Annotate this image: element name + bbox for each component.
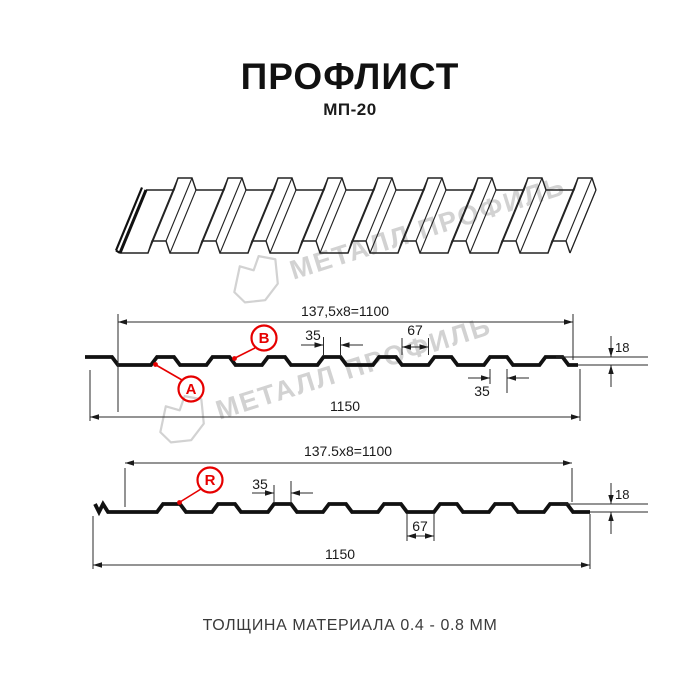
- dimension-label-overall-1150: 1150: [325, 546, 355, 562]
- dimension-label-crest-35: 35: [252, 476, 268, 492]
- watermark-lower: МЕТАЛЛ ПРОФИЛЬ: [159, 310, 495, 444]
- svg-text:A: A: [186, 381, 197, 398]
- dimension-label-height-18: 18: [615, 487, 629, 502]
- profile-outline: [93, 500, 590, 517]
- dimension-label-crest-35: 35: [305, 327, 321, 343]
- dimension-label-valley-67: 67: [407, 322, 423, 338]
- dimension-label-valley-67: 67: [412, 518, 428, 534]
- watermark-text: МЕТАЛЛ ПРОФИЛЬ: [286, 170, 569, 285]
- marker-a: A: [153, 362, 205, 403]
- dimension-label-height-18: 18: [615, 340, 629, 355]
- dimension-label-overall-1150: 1150: [330, 398, 360, 414]
- metall-profil-logo-icon: [233, 255, 279, 304]
- dimension-label-module: 137,5x8=1100: [301, 303, 389, 319]
- profile-model-subtitle: МП-20: [323, 100, 377, 119]
- sheet-far-edge: [146, 177, 597, 191]
- page-title: ПРОФЛИСТ: [240, 56, 460, 97]
- profile-outline: [85, 355, 578, 367]
- svg-text:B: B: [259, 330, 270, 347]
- marker-r: R: [177, 466, 224, 505]
- marker-b: B: [232, 324, 278, 361]
- svg-text:R: R: [205, 472, 216, 489]
- profile-section-top: 137,5x8=1100 35 67 18 35: [85, 303, 648, 421]
- dimension-label-crest-bottom-35: 35: [474, 383, 490, 399]
- sheet-near-edge: [120, 240, 571, 254]
- metall-profil-logo-icon: [159, 395, 205, 444]
- profile-section-bottom: 137.5x8=1100 35 67 18 1150: [92, 443, 648, 569]
- dimension-label-module: 137.5x8=1100: [304, 443, 392, 459]
- material-thickness-note: ТОЛЩИНА МАТЕРИАЛА 0.4 - 0.8 ММ: [202, 617, 498, 634]
- 3d-profile-drawing: [114, 177, 597, 254]
